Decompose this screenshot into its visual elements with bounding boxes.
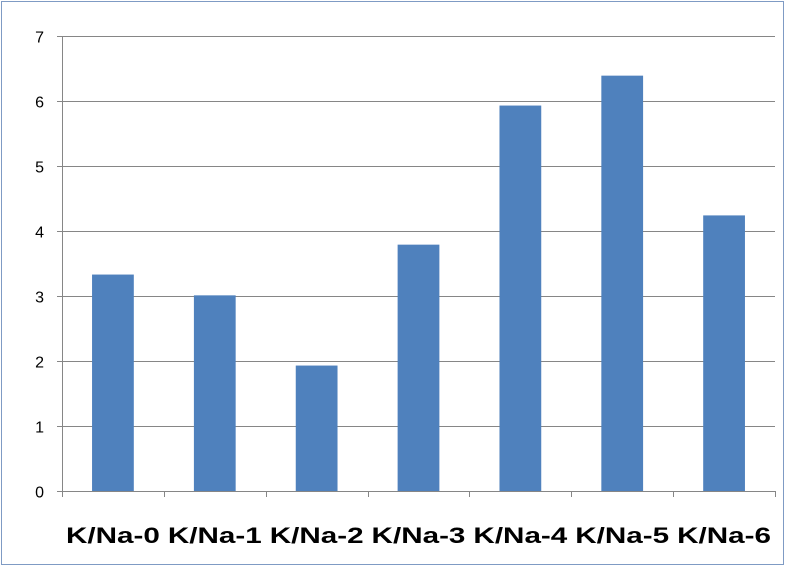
- ytick-label-1: 1: [35, 420, 44, 437]
- xtick-label-K/Na-5: K/Na-5: [575, 523, 669, 548]
- bar-K/Na-5: [601, 75, 644, 492]
- ytick-label-2: 2: [35, 355, 44, 372]
- xtick-label-K/Na-4: K/Na-4: [473, 523, 568, 548]
- bar-K/Na-1: [193, 295, 236, 491]
- bar-K/Na-2: [295, 365, 338, 491]
- ytick-label-4: 4: [35, 225, 44, 242]
- tick-labels: 0 1 2 3 4 5 6 7 K/Na-0 K/Na-1 K/Na-2 K/Na-3 K/Na-4 K/…: [35, 30, 771, 549]
- gridlines: [62, 36, 775, 427]
- xtick-label-K/Na-2: K/Na-2: [270, 523, 364, 548]
- ytick-label-3: 3: [35, 290, 44, 307]
- xtick-label-K/Na-3: K/Na-3: [372, 523, 466, 548]
- xtick-label-K/Na-0: K/Na-0: [66, 523, 160, 548]
- bar-K/Na-4: [499, 105, 542, 492]
- bar-K/Na-6: [703, 215, 745, 491]
- xtick-label-K/Na-6: K/Na-6: [677, 523, 771, 548]
- bar-K/Na-3: [397, 244, 440, 491]
- ytick-label-7: 7: [35, 30, 44, 47]
- xtick-label-K/Na-1: K/Na-1: [168, 523, 262, 548]
- ytick-label-0: 0: [35, 485, 44, 502]
- bar-K/Na-0: [92, 274, 134, 491]
- ytick-label-5: 5: [35, 160, 44, 177]
- axes: [57, 36, 776, 497]
- bar-series: [92, 75, 745, 492]
- ytick-label-6: 6: [35, 95, 44, 112]
